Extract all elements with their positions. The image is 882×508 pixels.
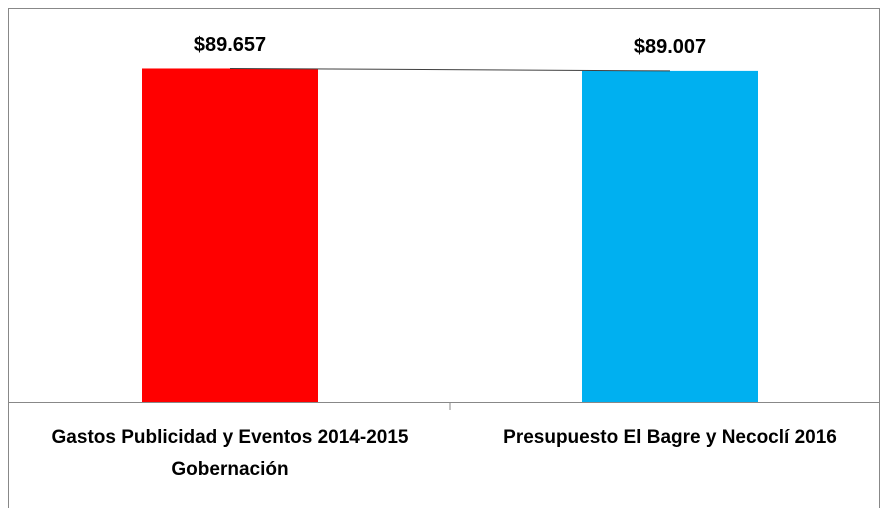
- x-tick-label: Gastos Publicidad y Eventos 2014-2015 Go…: [51, 427, 409, 480]
- bar: [142, 68, 318, 403]
- value-label: $89.657: [194, 34, 266, 56]
- x-tick-label: Presupuesto El Bagre y Necoclí 2016: [503, 427, 837, 448]
- bar: [582, 70, 758, 403]
- value-label: $89.007: [634, 36, 706, 58]
- connector-line: [229, 67, 671, 72]
- chart-border: [8, 8, 880, 508]
